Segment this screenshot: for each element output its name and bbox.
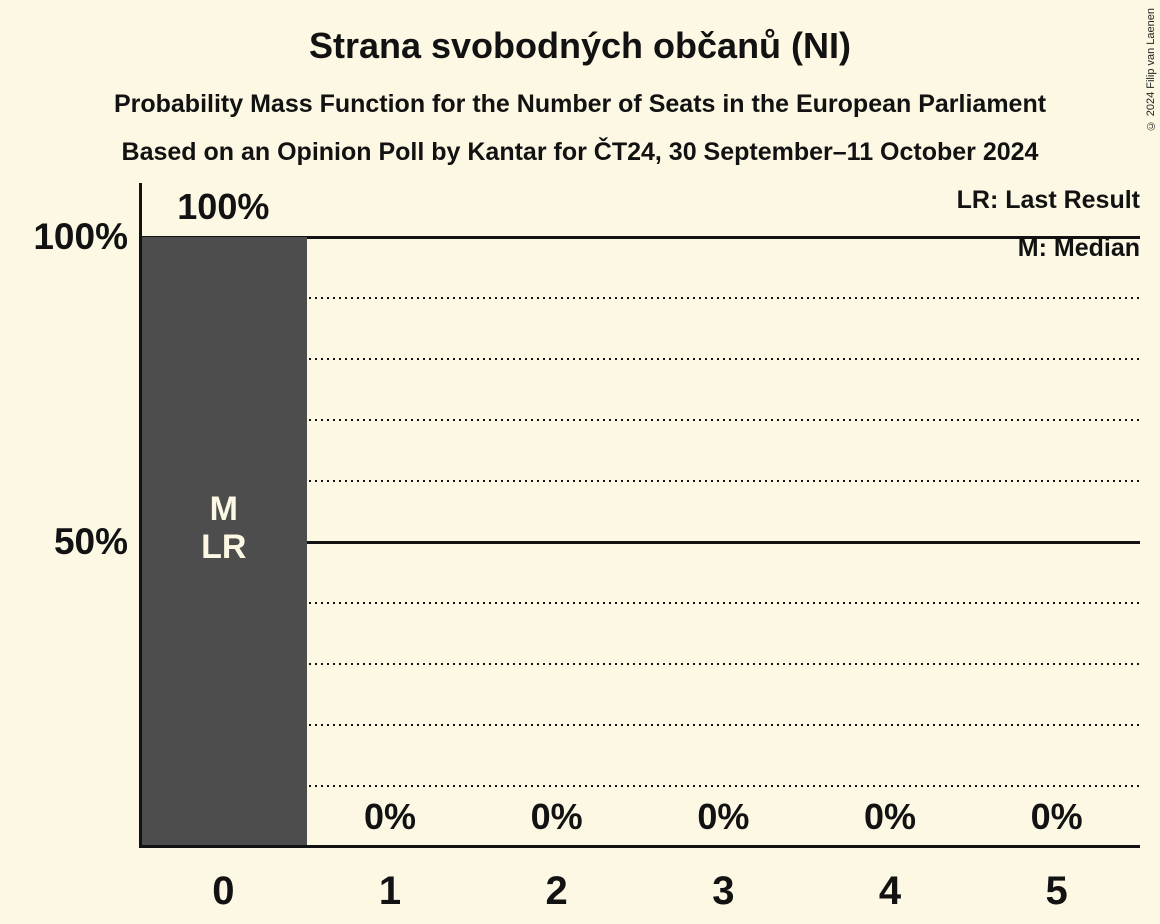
x-tick-label-1: 1 (378, 869, 402, 913)
gridline-dotted-30 (141, 663, 1140, 665)
x-tick-label-2: 2 (545, 869, 568, 913)
bar-seat-0 (141, 237, 307, 848)
bar-value-label-1: 0% (363, 796, 416, 837)
legend-last-result: LR: Last Result (956, 186, 1140, 214)
gridline-dotted-10 (141, 785, 1140, 787)
chart-title: Strana svobodných občanů (NI) (308, 25, 852, 66)
y-axis-line (139, 183, 142, 848)
bar-value-label-5: 0% (1030, 796, 1083, 837)
chart-subtitle-1: Probability Mass Function for the Number… (113, 90, 1047, 118)
y-axis-label-50: 50% (53, 521, 128, 562)
y-axis-label-100: 100% (33, 216, 128, 257)
last-result-marker: LR (201, 528, 247, 566)
gridline-dotted-70 (141, 419, 1140, 421)
gridline-dotted-20 (141, 724, 1140, 726)
gridline-dotted-40 (141, 602, 1140, 604)
gridline-dotted-80 (141, 358, 1140, 360)
gridline-solid-50 (141, 541, 1140, 544)
bar-value-label-3: 0% (697, 796, 750, 837)
bar-value-label-2: 0% (530, 796, 583, 837)
median-marker: M (209, 490, 238, 528)
bar-value-label-0: 100% (177, 186, 270, 227)
x-tick-label-5: 5 (1045, 869, 1068, 913)
gridline-solid-100 (141, 236, 1140, 239)
gridline-dotted-90 (141, 297, 1140, 299)
gridline-dotted-60 (141, 480, 1140, 482)
bar-annotation-seat-0: M LR (141, 490, 307, 566)
legend-median: M: Median (1017, 234, 1140, 262)
x-tick-label-3: 3 (712, 869, 735, 913)
x-axis-line (139, 845, 1140, 848)
bar-value-label-4: 0% (863, 796, 916, 837)
x-tick-label-4: 4 (878, 869, 902, 913)
x-tick-label-0: 0 (212, 869, 235, 913)
chart-subtitle-2: Based on an Opinion Poll by Kantar for Č… (121, 138, 1039, 166)
